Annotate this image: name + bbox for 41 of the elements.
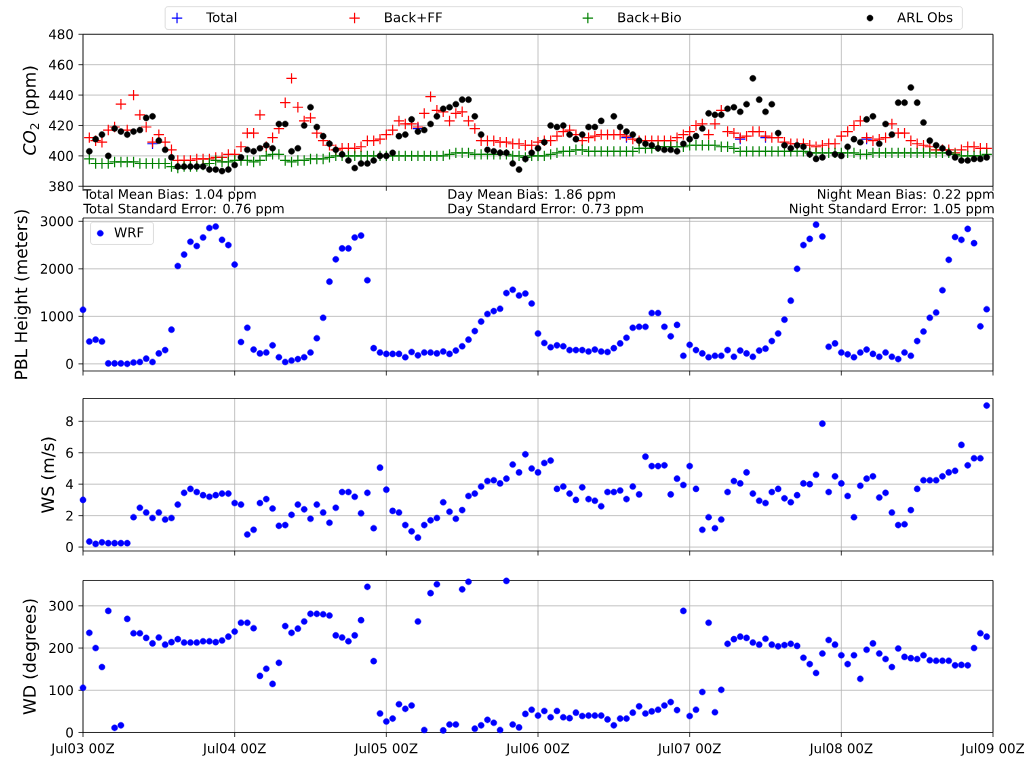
x-tick-label: Jul09 00Z	[960, 743, 1025, 756]
y-tick-label: 2	[66, 510, 73, 521]
x-tick-label: Jul07 00Z	[657, 743, 721, 756]
legend-label: Back+Bio	[618, 11, 681, 23]
y-tick-label: 460	[48, 59, 73, 70]
y-tick-label: 0	[66, 727, 73, 738]
y-tick-label: 0	[66, 542, 73, 553]
y-tick-label: 1000	[41, 311, 73, 322]
x-tick-label: Jul04 00Z	[202, 743, 266, 756]
legend-label: ARL Obs	[897, 11, 953, 23]
y-tick-label: 200	[49, 642, 73, 654]
y-axis-title: PBL Height (meters)	[14, 210, 31, 379]
x-tick-label: Jul06 00Z	[505, 743, 570, 756]
y-axis-title: CO$_{2}$ (ppm)	[22, 66, 40, 155]
y-tick-label: 480	[48, 29, 73, 40]
x-tick-label: Jul05 00Z	[353, 743, 418, 756]
y-tick-label: 3000	[40, 216, 73, 227]
text: Total Mean Bias: 1.04 ppm	[83, 188, 256, 202]
x-tick-label: Jul03 00Z	[50, 743, 115, 756]
y-tick-label: 6	[66, 447, 73, 458]
y-tick-label: 8	[66, 416, 73, 427]
y-axis-title: WS (m/s)	[41, 437, 57, 513]
y-tick-label: 440	[48, 90, 73, 101]
y-axis-title: WD (degrees)	[22, 599, 40, 715]
text: Total Standard Error: 0.76 ppm	[83, 203, 284, 216]
legend-label: Back+FF	[385, 11, 442, 23]
text: Day Standard Error: 0.73 ppm	[448, 203, 643, 216]
legend-label: WRF	[114, 227, 144, 238]
y-tick-label: 400	[48, 150, 73, 161]
y-tick-label: 2000	[40, 263, 73, 274]
text: Night Mean Bias: 0.22 ppm	[818, 188, 994, 202]
x-tick-label: Jul08 00Z	[808, 743, 873, 756]
text: Day Mean Bias: 1.86 ppm	[448, 188, 615, 202]
y-tick-label: 4	[65, 479, 74, 490]
y-tick-label: 380	[49, 181, 73, 192]
y-tick-label: 100	[49, 685, 73, 696]
y-tick-label: 0	[66, 358, 73, 369]
y-tick-label: 420	[48, 120, 73, 131]
legend-label: Total	[206, 11, 237, 23]
text: Night Standard Error: 1.05 ppm	[790, 203, 994, 216]
y-tick-label: 300	[49, 600, 73, 611]
